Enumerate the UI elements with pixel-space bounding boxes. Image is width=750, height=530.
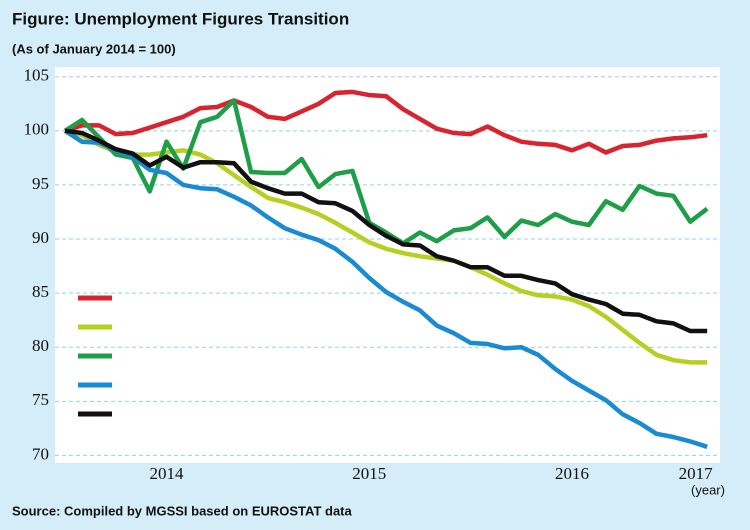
y-tick-label: 90 bbox=[32, 228, 49, 247]
y-tick-label: 95 bbox=[32, 174, 49, 193]
series-line bbox=[63, 98, 709, 246]
x-tick-label: 2015 bbox=[352, 464, 386, 483]
series-line bbox=[64, 89, 708, 155]
y-tick-label: 75 bbox=[32, 390, 49, 409]
y-tick-label: 105 bbox=[24, 66, 50, 85]
series-line bbox=[63, 128, 708, 449]
x-axis-label: (year) bbox=[691, 482, 725, 497]
y-tick-label: 70 bbox=[32, 444, 49, 463]
y-tick-label: 85 bbox=[32, 282, 49, 301]
chart-subtitle: (As of January 2014 = 100) bbox=[12, 41, 176, 56]
y-tick-label: 100 bbox=[24, 120, 50, 139]
x-tick-label: 2016 bbox=[555, 464, 589, 483]
source-note: Source: Compiled by MGSSI based on EUROS… bbox=[12, 503, 352, 518]
y-tick-label: 80 bbox=[32, 336, 49, 355]
plot-area bbox=[55, 67, 720, 463]
series-line bbox=[64, 128, 708, 334]
x-tick-label: 2017 bbox=[679, 464, 714, 483]
chart-title: Figure: Unemployment Figures Transition bbox=[12, 9, 349, 28]
x-tick-label: 2014 bbox=[150, 464, 185, 483]
